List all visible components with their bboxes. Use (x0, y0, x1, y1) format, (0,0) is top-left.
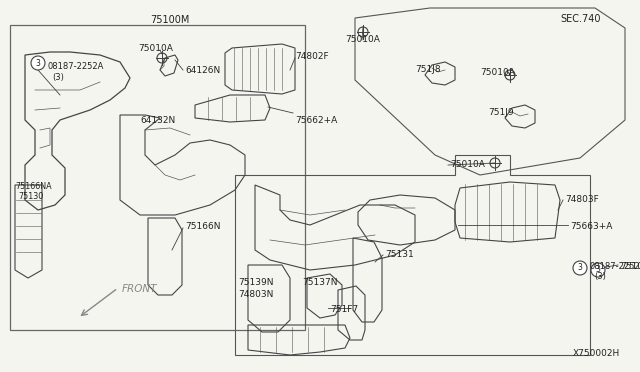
Text: 751F7: 751F7 (330, 305, 358, 314)
Text: 75663+A: 75663+A (570, 222, 612, 231)
Text: 08187-2252A: 08187-2252A (48, 62, 104, 71)
Text: X750002H: X750002H (573, 349, 620, 358)
Text: 3: 3 (596, 266, 600, 275)
Text: 75131: 75131 (385, 250, 413, 259)
Circle shape (573, 261, 587, 275)
Text: 75010A: 75010A (345, 35, 380, 44)
Text: 64126N: 64126N (185, 66, 220, 75)
Circle shape (591, 263, 605, 277)
Text: 74802F: 74802F (295, 52, 328, 61)
Text: 75166N: 75166N (185, 222, 221, 231)
Text: 751J8: 751J8 (415, 65, 440, 74)
Text: (3): (3) (52, 73, 64, 82)
Text: 64132N: 64132N (140, 116, 175, 125)
Text: 75130: 75130 (18, 192, 44, 201)
Text: 75010A: 75010A (450, 160, 485, 169)
Text: 75100M: 75100M (150, 15, 189, 25)
Circle shape (31, 56, 45, 70)
Text: 3: 3 (577, 263, 582, 273)
Text: 75010A: 75010A (480, 68, 515, 77)
Text: FRONT: FRONT (122, 284, 157, 294)
Text: 74803F: 74803F (565, 195, 599, 204)
Text: 74803N: 74803N (238, 290, 273, 299)
Text: 08187-2252A: 08187-2252A (590, 262, 640, 271)
Text: 751J9: 751J9 (488, 108, 514, 117)
Text: 3: 3 (36, 58, 40, 67)
Text: SEC.740: SEC.740 (560, 14, 600, 24)
Text: (3): (3) (594, 272, 606, 281)
Text: 75139N: 75139N (238, 278, 273, 287)
Text: 75101M: 75101M (620, 262, 640, 271)
Text: 75010A: 75010A (138, 44, 173, 53)
Text: 75137N: 75137N (302, 278, 337, 287)
Text: 75662+A: 75662+A (295, 116, 337, 125)
Text: 75166NA: 75166NA (15, 182, 52, 191)
